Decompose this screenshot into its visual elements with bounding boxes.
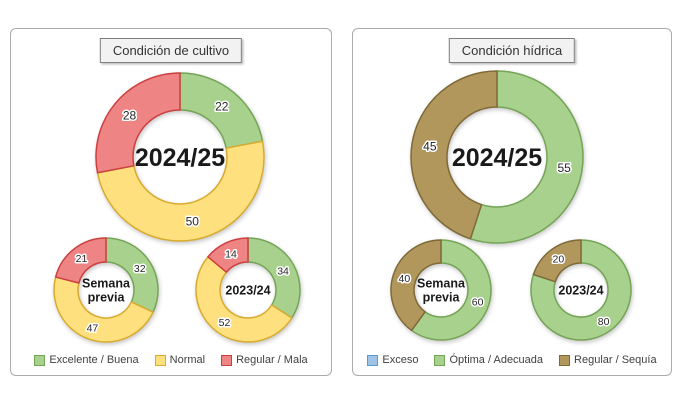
legend-label: Normal bbox=[169, 354, 206, 366]
donut-center-label: 2023/24 bbox=[558, 283, 603, 297]
donut-segment-excelente-buena bbox=[247, 237, 301, 319]
legend-label: Exceso bbox=[382, 354, 419, 366]
legend-item: Excelente / Buena bbox=[34, 354, 139, 366]
legend-item: Óptima / Adecuada bbox=[434, 354, 543, 366]
donut-semana-previa bbox=[390, 239, 492, 341]
donut-2024-25 bbox=[410, 70, 584, 244]
segment-value-label: 50 bbox=[186, 215, 200, 229]
segment-value-label: 52 bbox=[219, 317, 231, 329]
donut-2023-24 bbox=[530, 239, 632, 341]
donut-center-label: 2024/25 bbox=[135, 144, 225, 172]
legend-swatch-regular-sequia bbox=[559, 354, 571, 366]
legend-item: Exceso bbox=[367, 354, 418, 366]
donut-center-label: Semana previa bbox=[82, 276, 131, 304]
segment-value-label: 28 bbox=[123, 108, 137, 122]
legend-swatch-excelente bbox=[34, 354, 46, 366]
segment-value-label: 20 bbox=[553, 254, 565, 266]
legend-swatch-optima bbox=[434, 354, 446, 366]
donut-segment-regular-mala bbox=[54, 237, 107, 284]
donut-2023-24 bbox=[195, 237, 301, 343]
segment-value-label: 21 bbox=[76, 253, 88, 265]
donut-charts-hidrica: 55 45 2024/25 60 40 Semana previa 80 20 2023/24 bbox=[390, 70, 632, 341]
segment-value-label: 45 bbox=[423, 140, 437, 154]
segment-value-label: 47 bbox=[87, 322, 99, 334]
legend-hidrica: Exceso Óptima / Adecuada Regular / Sequí… bbox=[353, 354, 671, 366]
panel-condicion-hidrica: Condición hídrica 55 45 2024/25 60 40 Semana p… bbox=[352, 28, 672, 376]
donut-segment-regular-sequ-a bbox=[410, 70, 498, 240]
donut-segment-regular-mala bbox=[207, 237, 249, 273]
legend-item: Normal bbox=[154, 354, 206, 366]
donut-segment-regular-sequ-a bbox=[532, 239, 582, 283]
segment-value-label: 32 bbox=[134, 263, 146, 275]
legend-cultivo: Excelente / Buena Normal Regular / Mala bbox=[11, 354, 331, 366]
segment-value-label: 60 bbox=[472, 297, 484, 309]
legend-swatch-exceso bbox=[367, 354, 379, 366]
legend-item: Regular / Sequía bbox=[559, 354, 657, 366]
donut-charts-cultivo: 22 50 28 2024/25 32 47 21 Semana previa 34 52 14 202… bbox=[53, 72, 301, 343]
panel-title-cultivo: Condición de cultivo bbox=[99, 38, 243, 63]
donut-segment-ptima-adecuada bbox=[410, 239, 492, 341]
segment-value-label: 55 bbox=[557, 161, 571, 175]
legend-label: Óptima / Adecuada bbox=[449, 354, 544, 366]
donut-center-label: 2024/25 bbox=[452, 144, 542, 172]
segment-value-label: 22 bbox=[215, 100, 229, 114]
donut-segment-regular-mala bbox=[95, 72, 181, 174]
donut-center-label: 2023/24 bbox=[225, 283, 270, 297]
donut-segment-excelente-buena bbox=[105, 237, 159, 313]
panel-condicion-cultivo: Condición de cultivo 22 50 28 2024/25 32 47 21… bbox=[10, 28, 332, 376]
segment-value-label: 40 bbox=[399, 273, 411, 285]
donut-2024-25 bbox=[95, 72, 265, 242]
donut-semana-previa bbox=[53, 237, 159, 343]
panel-title-hidrica: Condición hídrica bbox=[448, 38, 576, 63]
legend-label: Regular / Sequía bbox=[574, 354, 657, 366]
segment-value-label: 80 bbox=[598, 316, 610, 328]
donut-segment-ptima-adecuada bbox=[530, 239, 632, 341]
donut-segment-normal bbox=[195, 256, 293, 343]
donut-segment-regular-sequ-a bbox=[390, 239, 442, 332]
donut-segment-normal bbox=[96, 140, 265, 242]
legend-label: Regular / Mala bbox=[236, 354, 308, 366]
legend-label: Excelente / Buena bbox=[49, 354, 139, 366]
legend-item: Regular / Mala bbox=[221, 354, 308, 366]
donut-center-label: Semana previa bbox=[417, 276, 466, 304]
legend-swatch-regular-mala bbox=[221, 354, 233, 366]
segment-value-label: 14 bbox=[225, 248, 237, 260]
legend-swatch-normal bbox=[154, 354, 166, 366]
donut-segment-ptima-adecuada bbox=[469, 70, 584, 244]
donut-segment-normal bbox=[53, 276, 154, 343]
segment-value-label: 34 bbox=[277, 265, 289, 277]
